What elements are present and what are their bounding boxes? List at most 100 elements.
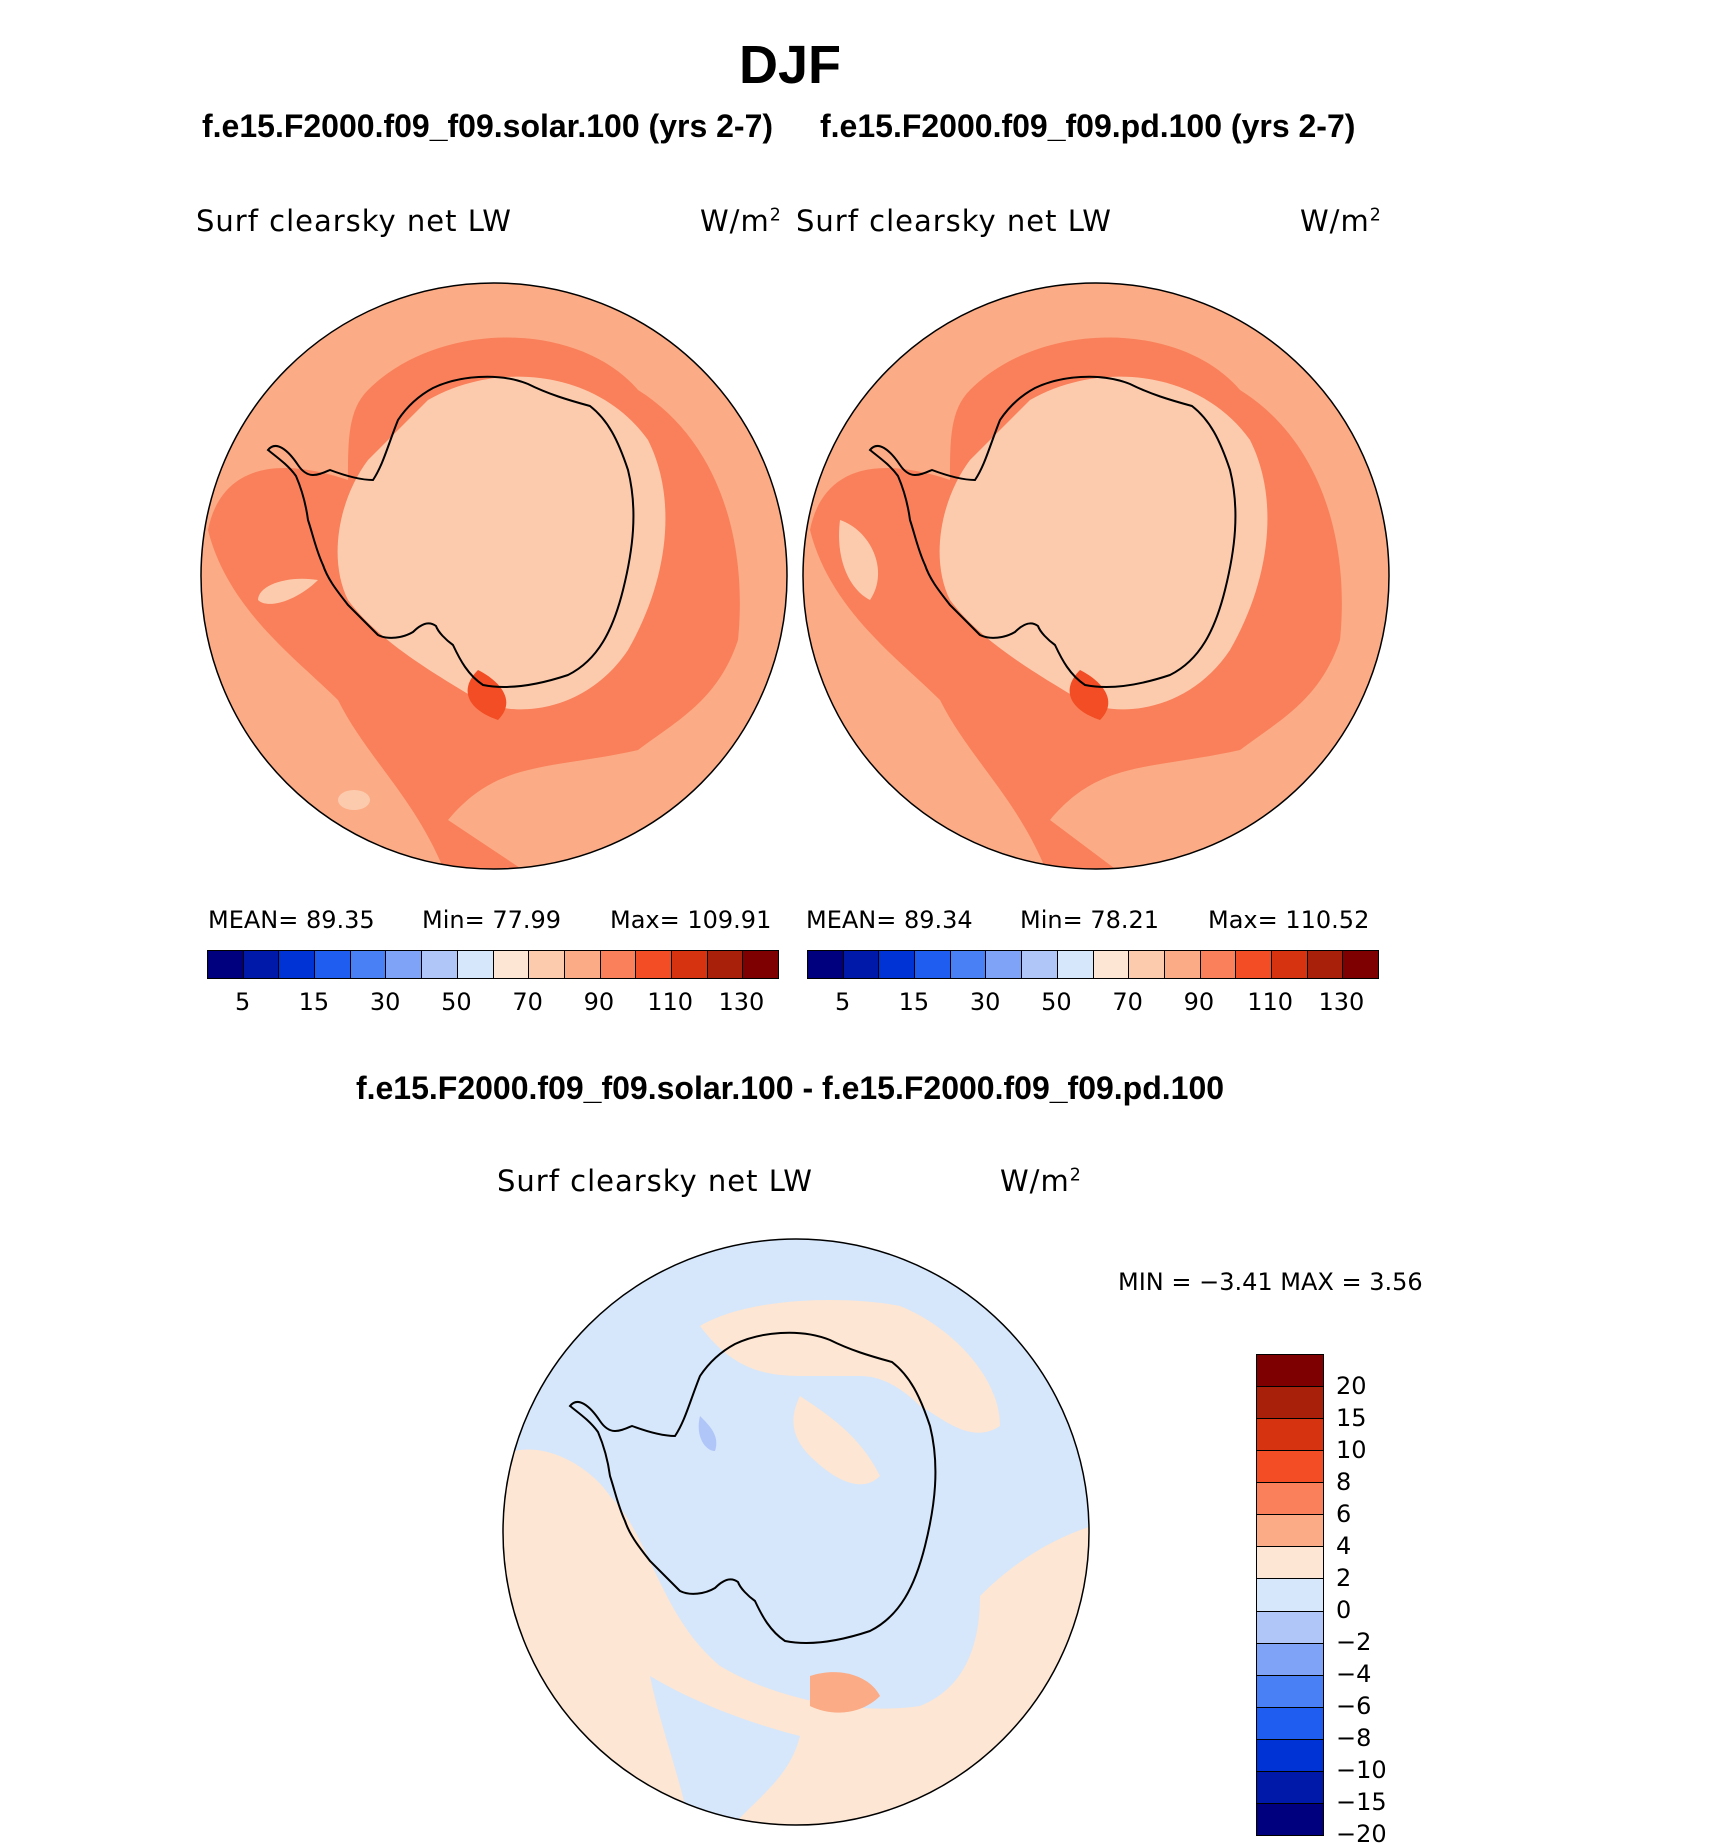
colorbar-pd-tick-label: 5 [834, 988, 851, 1016]
panel1-mean: MEAN= 89.35 [208, 906, 375, 934]
colorbar-solar-swatch [743, 951, 778, 978]
panel1-min: Min= 77.99 [422, 906, 562, 934]
colorbar-pd-swatch [808, 951, 844, 978]
colorbar-difference-swatch [1257, 1739, 1323, 1772]
colorbar-difference-swatch [1257, 1675, 1323, 1708]
colorbar-solar-tick-label: 50 [441, 988, 472, 1016]
colorbar-difference-tick-label: −4 [1336, 1659, 1372, 1688]
colorbar-difference-tick-label: −2 [1336, 1628, 1372, 1656]
colorbar-solar-swatch [279, 951, 316, 978]
colorbar-pd-tick-label: 90 [1183, 988, 1215, 1016]
colorbar-difference-swatch [1257, 1707, 1323, 1740]
colorbar-solar-tick-label: 30 [369, 988, 401, 1016]
colorbar-difference-tick-label: 10 [1336, 1436, 1367, 1464]
colorbar-pd-swatch [1200, 951, 1237, 978]
colorbar-solar-swatch [671, 951, 708, 978]
colorbar-solar-tick-label: 5 [234, 988, 251, 1016]
colorbar-difference-swatch [1257, 1803, 1323, 1835]
colorbar-pd-swatch [986, 951, 1023, 978]
colorbar-solar-swatch [243, 951, 280, 978]
panel1-max: Max= 109.91 [610, 906, 772, 934]
colorbar-pd-swatch [1093, 951, 1130, 978]
case2-title: f.e15.F2000.f09_f09.pd.100 (yrs 2-7) [820, 108, 1356, 144]
colorbar-solar-swatch [529, 951, 565, 978]
map-solar [200, 282, 788, 870]
colorbar-pd-swatch [879, 951, 916, 978]
panel1-units: W/m2 [700, 204, 782, 238]
colorbar-solar-swatch [636, 951, 672, 978]
season-title: DJF [738, 35, 841, 95]
panel2-mean: MEAN= 89.34 [806, 906, 973, 934]
colorbar-difference-swatch [1257, 1355, 1323, 1388]
colorbar-solar-tick-label: 110 [647, 988, 694, 1016]
colorbar-difference-swatch [1257, 1451, 1323, 1484]
colorbar-difference-tick-label: 0 [1336, 1596, 1352, 1624]
colorbar-difference-tick-label: 6 [1336, 1499, 1352, 1528]
colorbar-difference-swatch [1257, 1579, 1323, 1612]
diff-variable: Surf clearsky net LW [497, 1164, 813, 1198]
colorbar-pd-tick-label: 50 [1041, 988, 1072, 1016]
colorbar-pd-tick-label: 70 [1112, 988, 1143, 1016]
panel2-variable: Surf clearsky net LW [796, 204, 1112, 238]
colorbar-difference-tick-label: 15 [1336, 1404, 1367, 1432]
colorbar-pd-swatch [1236, 951, 1272, 978]
colorbar-difference-tick-label: 8 [1336, 1468, 1352, 1496]
diff-minmax: MIN = −3.41 MAX = 3.56 [1118, 1268, 1423, 1296]
colorbar-solar-swatch [422, 951, 458, 978]
colorbar-solar-swatch [386, 951, 423, 978]
colorbar-pd-swatch [1129, 951, 1165, 978]
colorbar-difference-tick-label: −10 [1336, 1756, 1387, 1784]
colorbar-difference-swatch [1257, 1771, 1323, 1804]
colorbar-difference-ticks: 20 15 10 8 6 4 2 0 −2 −4 −6 −8 −10 −15 −20 [1336, 1354, 1436, 1848]
colorbar-solar-swatch [350, 951, 387, 978]
colorbar-solar-tick-label: 130 [718, 988, 765, 1016]
panel1-variable: Surf clearsky net LW [196, 204, 512, 238]
colorbar-difference-tick-label: −15 [1336, 1788, 1387, 1816]
colorbar-difference-swatch [1257, 1483, 1323, 1516]
colorbar-pd-swatch [1307, 951, 1344, 978]
colorbar-solar-swatch [707, 951, 744, 978]
colorbar-difference-tick-label: −6 [1336, 1692, 1372, 1720]
colorbar-difference-tick-label: 2 [1336, 1564, 1352, 1592]
colorbar-solar-tick-label: 70 [512, 988, 543, 1016]
colorbar-difference-swatch [1257, 1643, 1323, 1676]
colorbar-pd-tick-label: 15 [898, 988, 930, 1016]
colorbar-pd-swatch [1164, 951, 1201, 978]
colorbar-pd-swatch [1057, 951, 1094, 978]
panel2-units: W/m2 [1300, 204, 1382, 238]
panel2-min: Min= 78.21 [1020, 906, 1160, 934]
colorbar-difference-tick-label: 4 [1336, 1532, 1352, 1560]
panel2-max: Max= 110.52 [1208, 906, 1370, 934]
diff-units: W/m2 [1000, 1164, 1082, 1198]
diff-title: f.e15.F2000.f09_f09.solar.100 - f.e15.F2… [355, 1070, 1225, 1106]
colorbar-solar-tick-label: 90 [583, 988, 615, 1016]
colorbar-pd-swatch [1343, 951, 1378, 978]
colorbar-difference-swatch [1257, 1611, 1323, 1644]
colorbar-difference-swatch [1257, 1387, 1323, 1420]
colorbar-solar-swatch [315, 951, 351, 978]
colorbar-solar-tick-label: 15 [298, 988, 330, 1016]
colorbar-solar-swatch [564, 951, 601, 978]
map-pd [802, 282, 1390, 870]
map-difference [502, 1238, 1090, 1826]
colorbar-pd-tick-label: 130 [1318, 988, 1365, 1016]
colorbar-pd-tick-label: 30 [969, 988, 1001, 1016]
colorbar-solar-swatch [457, 951, 494, 978]
colorbar-pd-swatch [915, 951, 951, 978]
colorbar-solar-ticks: 5 15 30 50 70 90 110 130 [207, 988, 777, 1018]
colorbar-difference-tick-label: −20 [1336, 1820, 1387, 1848]
colorbar-pd-swatch [950, 951, 987, 978]
colorbar-solar-swatch [208, 951, 244, 978]
colorbar-difference-tick-label: 20 [1336, 1372, 1367, 1400]
colorbar-difference-swatch [1257, 1419, 1323, 1452]
colorbar-solar-swatch [600, 951, 637, 978]
colorbar-pd [807, 950, 1379, 979]
colorbar-pd-swatch [1271, 951, 1308, 978]
colorbar-solar [207, 950, 779, 979]
colorbar-difference-swatch [1257, 1547, 1323, 1580]
case1-title: f.e15.F2000.f09_f09.solar.100 (yrs 2-7) [202, 108, 774, 144]
colorbar-difference-swatch [1257, 1515, 1323, 1548]
colorbar-solar-swatch [493, 951, 530, 978]
colorbar-difference [1256, 1354, 1324, 1836]
colorbar-pd-ticks: 5 15 30 50 70 90 110 130 [807, 988, 1377, 1018]
